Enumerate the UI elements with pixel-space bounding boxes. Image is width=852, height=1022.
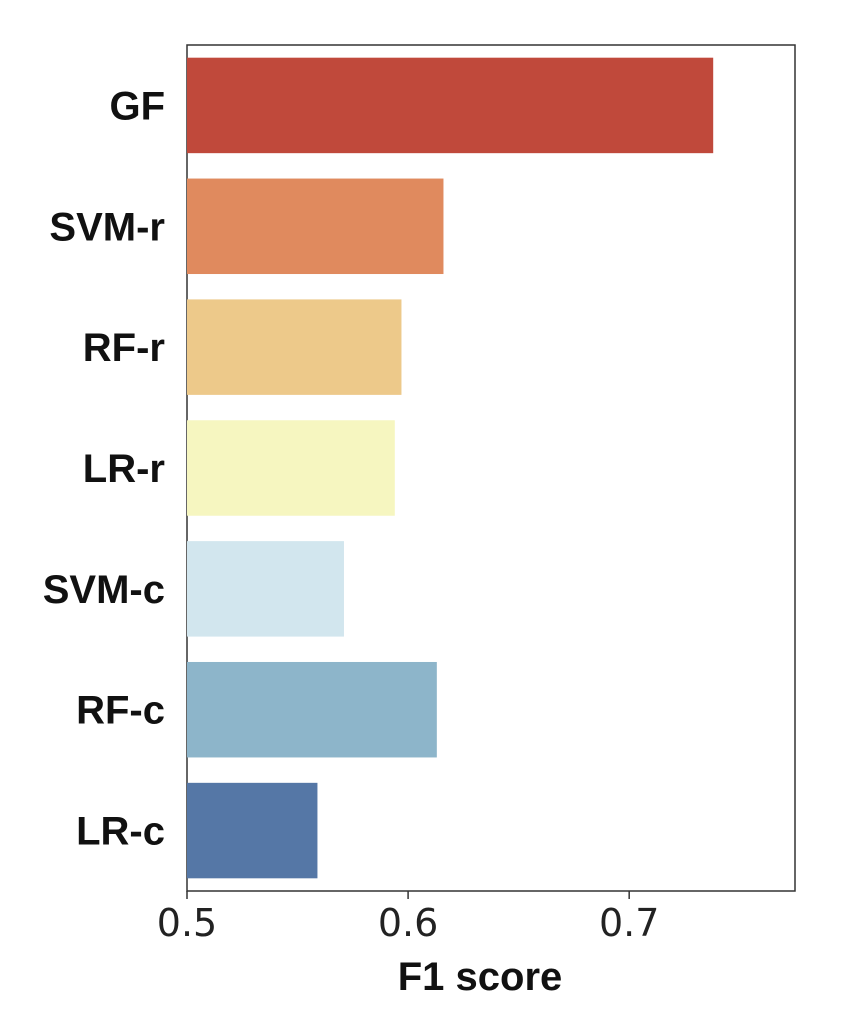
category-label-group: GF SVM-r RF-r LR-r SVM-c RF-c LR-c bbox=[43, 84, 165, 853]
x-tick-label: 0.6 bbox=[378, 901, 438, 945]
category-label-lr-r: LR-r bbox=[83, 447, 165, 491]
category-label-gf: GF bbox=[109, 84, 165, 128]
bar-gf bbox=[187, 57, 714, 154]
category-label-rf-r: RF-r bbox=[83, 326, 165, 370]
category-label-rf-c: RF-c bbox=[76, 689, 165, 733]
bar-rf-r bbox=[187, 299, 402, 395]
bar-svm-c bbox=[187, 541, 344, 637]
x-tick-label: 0.7 bbox=[599, 901, 659, 945]
x-axis-title: F1 score bbox=[398, 955, 563, 999]
bar-lr-r bbox=[187, 420, 395, 516]
bar-rf-c bbox=[187, 661, 437, 758]
x-tick-label: 0.5 bbox=[157, 901, 217, 945]
x-tick-group: 0.5 0.6 0.7 bbox=[157, 891, 659, 945]
bar-lr-c bbox=[187, 782, 318, 879]
bar-svm-r bbox=[187, 178, 444, 275]
category-label-svm-r: SVM-r bbox=[49, 205, 165, 249]
bar-group bbox=[187, 57, 714, 879]
category-label-lr-c: LR-c bbox=[76, 810, 165, 854]
category-label-svm-c: SVM-c bbox=[43, 568, 165, 612]
